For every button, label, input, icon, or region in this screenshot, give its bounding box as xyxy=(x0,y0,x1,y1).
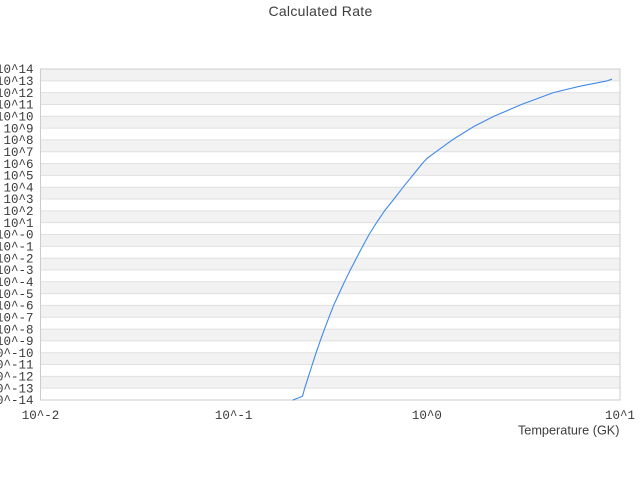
svg-text:10^-1: 10^-1 xyxy=(215,409,253,423)
svg-text:10^-12: 10^-12 xyxy=(0,371,34,385)
svg-text:10^-5: 10^-5 xyxy=(0,288,34,302)
svg-text:10^8: 10^8 xyxy=(3,134,33,148)
svg-text:10^-13: 10^-13 xyxy=(0,382,34,396)
svg-text:10^-14: 10^-14 xyxy=(0,394,34,408)
svg-text:Calculated Rate: Calculated Rate xyxy=(268,3,372,19)
svg-text:10^13: 10^13 xyxy=(0,75,34,89)
svg-text:10^4: 10^4 xyxy=(3,181,33,195)
svg-text:10^-9: 10^-9 xyxy=(0,335,34,349)
svg-text:10^0: 10^0 xyxy=(412,409,442,423)
svg-text:10^-8: 10^-8 xyxy=(0,323,34,337)
svg-text:10^14: 10^14 xyxy=(0,63,34,77)
svg-text:10^-4: 10^-4 xyxy=(0,276,34,290)
svg-text:10^11: 10^11 xyxy=(0,99,34,113)
svg-text:10^1: 10^1 xyxy=(605,409,635,423)
svg-text:10^5: 10^5 xyxy=(3,170,33,184)
svg-text:10^-3: 10^-3 xyxy=(0,264,34,278)
svg-text:Temperature (GK): Temperature (GK) xyxy=(518,424,620,438)
svg-text:10^-7: 10^-7 xyxy=(0,311,34,325)
svg-text:10^-2: 10^-2 xyxy=(0,252,34,266)
svg-text:10^-2: 10^-2 xyxy=(22,409,60,423)
svg-text:10^6: 10^6 xyxy=(3,158,33,172)
svg-text:10^9: 10^9 xyxy=(3,122,33,136)
svg-text:10^2: 10^2 xyxy=(3,205,33,219)
svg-text:10^-0: 10^-0 xyxy=(0,229,34,243)
svg-text:10^-6: 10^-6 xyxy=(0,300,34,314)
svg-text:10^-1: 10^-1 xyxy=(0,241,34,255)
svg-text:10^3: 10^3 xyxy=(3,193,33,207)
svg-text:10^1: 10^1 xyxy=(3,217,33,231)
svg-text:10^12: 10^12 xyxy=(0,87,34,101)
svg-text:10^10: 10^10 xyxy=(0,110,34,124)
svg-text:10^7: 10^7 xyxy=(3,146,33,160)
svg-text:10^-10: 10^-10 xyxy=(0,347,34,361)
svg-text:10^-11: 10^-11 xyxy=(0,359,34,373)
